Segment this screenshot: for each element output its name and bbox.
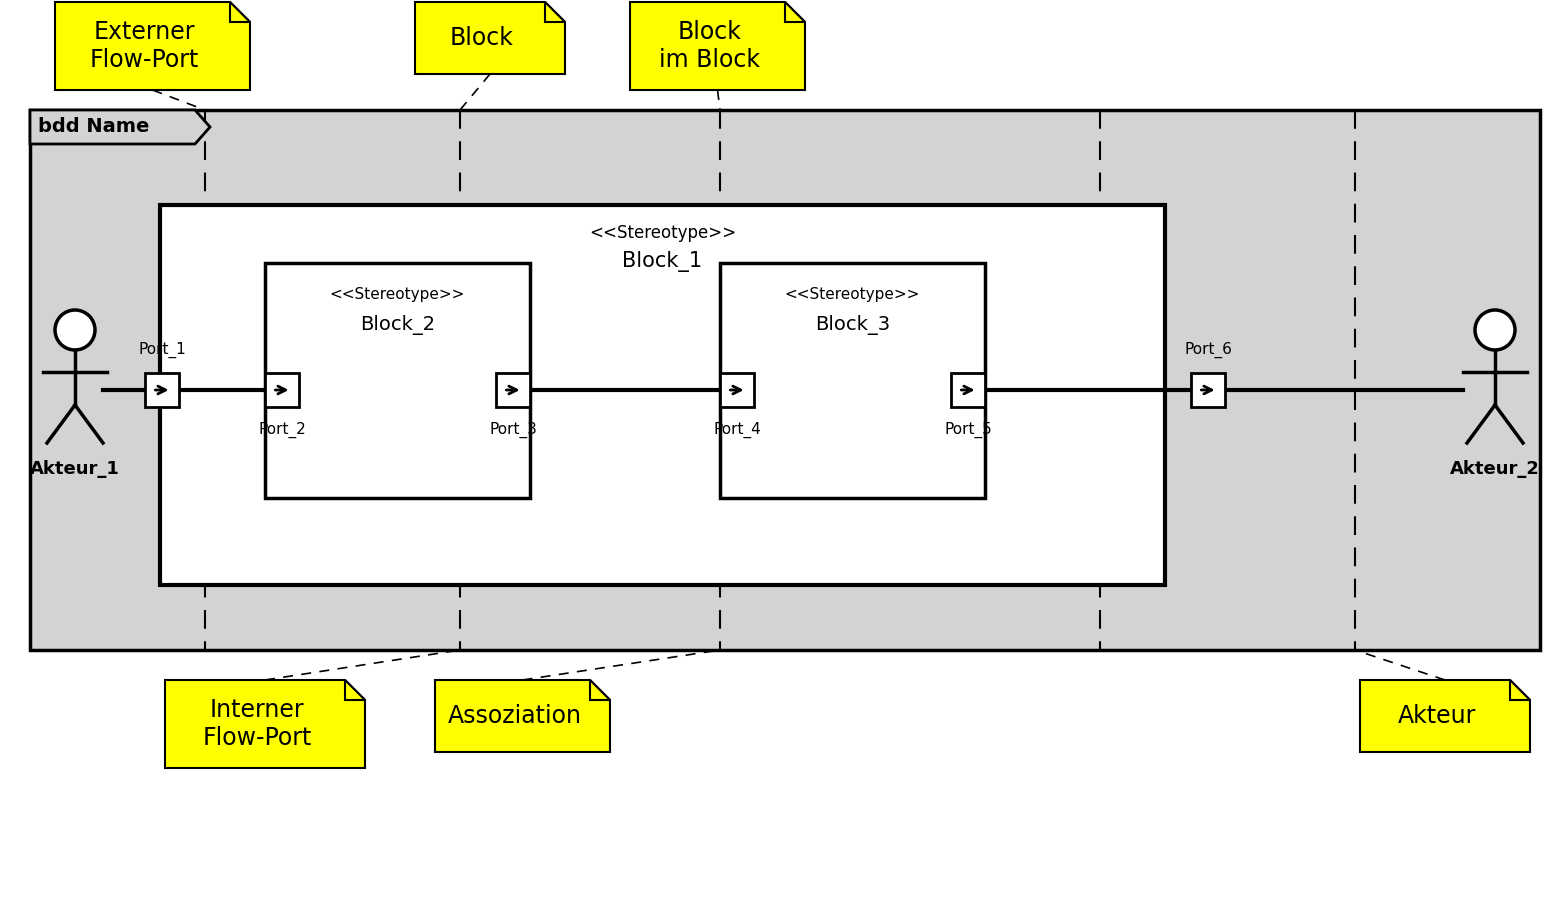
Text: Block_3: Block_3 [815,315,890,335]
Text: Akteur_2: Akteur_2 [1451,460,1540,478]
Text: Externer
Flow-Port: Externer Flow-Port [89,20,199,72]
Circle shape [55,310,95,350]
Bar [30,110,1540,650]
Text: Akteur_1: Akteur_1 [30,460,121,478]
Bar [146,373,178,407]
Polygon shape [590,680,610,700]
Text: bdd Name: bdd Name [38,117,149,136]
Bar [952,373,984,407]
Text: Akteur: Akteur [1398,704,1476,728]
Text: Port_3: Port_3 [488,422,537,438]
Text: Block: Block [451,26,513,50]
Text: <<Stereotype>>: <<Stereotype>> [330,287,465,303]
Text: Block
im Block: Block im Block [659,20,761,72]
Bar [496,373,531,407]
Polygon shape [786,2,804,22]
Text: Port_1: Port_1 [138,341,186,358]
Polygon shape [344,680,365,700]
Polygon shape [1510,680,1531,700]
Bar [264,263,531,498]
Circle shape [1474,310,1515,350]
Text: Block_1: Block_1 [623,250,703,271]
Text: Port_4: Port_4 [714,422,761,438]
Text: <<Stereotype>>: <<Stereotype>> [588,224,736,242]
Text: Port_6: Port_6 [1185,341,1232,358]
Polygon shape [1360,680,1531,752]
Text: Port_5: Port_5 [944,422,992,438]
Polygon shape [415,2,565,74]
Polygon shape [545,2,565,22]
Polygon shape [435,680,610,752]
Text: Assoziation: Assoziation [448,704,582,728]
Bar [720,263,984,498]
Bar [1191,373,1225,407]
Text: Port_2: Port_2 [258,422,305,438]
Text: Block_2: Block_2 [360,315,435,335]
Text: <<Stereotype>>: <<Stereotype>> [784,287,920,303]
Bar [264,373,299,407]
Polygon shape [30,110,210,144]
Polygon shape [164,680,365,768]
Bar [160,205,1164,585]
Text: Interner
Flow-Port: Interner Flow-Port [202,698,311,750]
Polygon shape [55,2,250,90]
Bar [720,373,754,407]
Polygon shape [230,2,250,22]
Polygon shape [631,2,804,90]
